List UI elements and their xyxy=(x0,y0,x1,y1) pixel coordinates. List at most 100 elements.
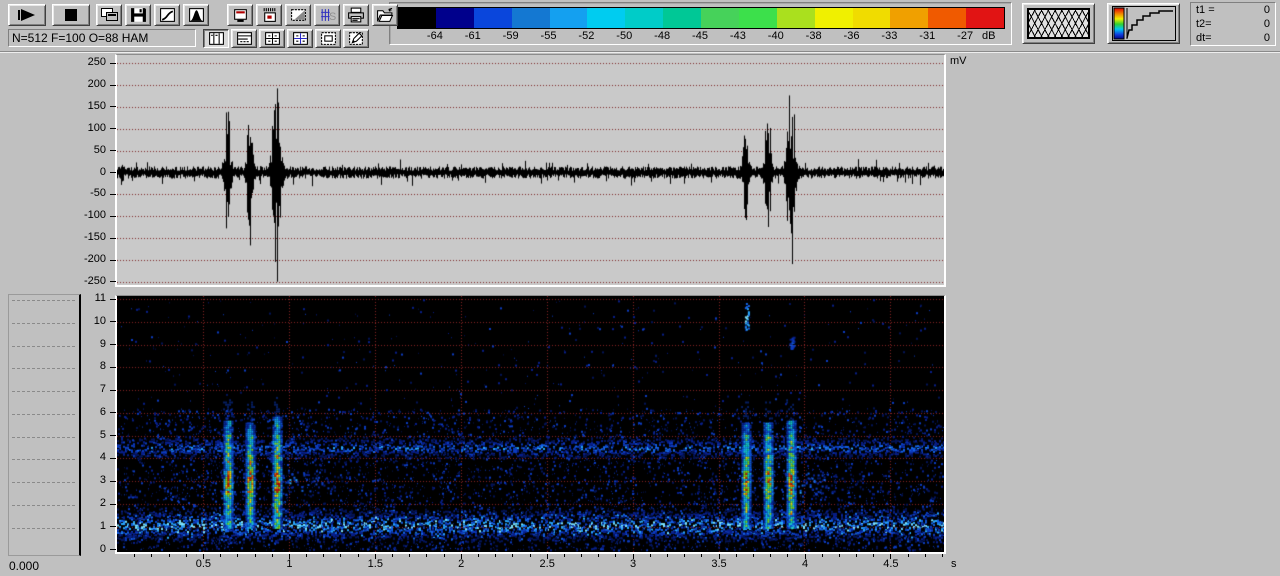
osc-y-label: -250 xyxy=(83,274,106,287)
spec-y-label: 5 xyxy=(99,428,106,441)
time-tick xyxy=(357,554,359,557)
layout-grid-alt-button[interactable] xyxy=(287,29,313,48)
layout-grid-button[interactable] xyxy=(259,29,285,48)
spec-y-tick xyxy=(110,526,116,528)
save-icon xyxy=(130,7,147,23)
spec-y-tick xyxy=(110,412,116,414)
texture-pattern-button[interactable] xyxy=(1022,3,1095,44)
print-button[interactable] xyxy=(343,4,369,26)
selection-fill-icon xyxy=(290,7,307,23)
osc-y-tick xyxy=(110,259,116,261)
osc-y-tick xyxy=(110,150,116,152)
colorbar-segment xyxy=(435,8,474,28)
spec-y-tick xyxy=(110,480,116,482)
spectrum-gridline xyxy=(12,505,75,506)
time-tick xyxy=(684,554,686,557)
spec-y-label: 6 xyxy=(99,405,106,418)
spec-y-label: 11 xyxy=(94,292,106,304)
time-tick xyxy=(151,554,153,557)
play-button[interactable] xyxy=(8,4,46,26)
colorbar-label: -64 xyxy=(426,30,443,42)
time-tick xyxy=(202,554,204,559)
selection-fill-button[interactable] xyxy=(285,4,311,26)
colorbar-label: -45 xyxy=(692,30,708,42)
signal-settings-icon: S xyxy=(319,7,336,23)
display-button[interactable] xyxy=(227,4,253,26)
transfer-curve-icon xyxy=(159,7,176,23)
time-tick xyxy=(890,554,892,559)
colorbar-label: -52 xyxy=(578,30,595,42)
copy-display-button[interactable] xyxy=(96,4,122,26)
transfer-curve-button[interactable] xyxy=(154,4,180,26)
spectrum-settings-button[interactable] xyxy=(256,4,282,26)
analysis-status-text: N=512 F=100 O=88 HAM xyxy=(12,31,149,45)
time-tick xyxy=(581,554,582,557)
spectrum-gridline xyxy=(12,413,75,415)
edit-icon xyxy=(348,31,365,46)
spec-y-label: 9 xyxy=(99,337,106,350)
time-tick xyxy=(821,554,823,557)
open-file-button[interactable] xyxy=(372,4,398,26)
measure-row: t1 = 0 xyxy=(1191,4,1275,17)
layout-rows-button[interactable] xyxy=(231,29,257,48)
window-function-button[interactable] xyxy=(183,4,209,26)
spec-y-tick xyxy=(110,389,116,391)
spectrum-gridline xyxy=(12,436,75,438)
spec-y-tick xyxy=(110,435,116,437)
osc-y-label: 250 xyxy=(87,56,106,69)
spec-y-label: 8 xyxy=(99,360,106,373)
spectrogram-panel xyxy=(115,295,946,554)
oscillogram-unit-label: mV xyxy=(950,55,967,67)
spec-y-tick xyxy=(110,366,116,368)
gradient-curve-icon xyxy=(1111,6,1176,41)
edit-button[interactable] xyxy=(343,29,369,48)
measure-row: t2= 0 xyxy=(1191,18,1275,31)
hatch-pattern-icon xyxy=(1027,8,1090,39)
colorbar-label: -36 xyxy=(843,30,860,42)
colorbar-unit-label: dB xyxy=(982,30,996,42)
colorbar-segment xyxy=(701,8,739,28)
svg-text:S: S xyxy=(329,11,336,23)
osc-y-label: -200 xyxy=(83,253,106,265)
colorbar-segment xyxy=(852,8,891,28)
colorbar-label: -50 xyxy=(616,30,633,42)
osc-y-tick xyxy=(110,193,116,195)
colorbar-label: -43 xyxy=(729,30,746,42)
time-tick xyxy=(254,554,256,557)
colorbar-label: -55 xyxy=(540,30,557,42)
layout-columns-button[interactable] xyxy=(203,29,229,48)
layout-inset-button[interactable] xyxy=(315,29,341,48)
layout-grid-icon xyxy=(264,31,281,46)
spectrogram-display[interactable] xyxy=(117,296,944,552)
cursor-readout: 0.000 xyxy=(9,559,40,573)
time-tick xyxy=(787,554,789,557)
time-tick xyxy=(168,554,170,557)
save-button[interactable] xyxy=(125,4,151,26)
spec-y-tick xyxy=(110,503,116,505)
stop-button[interactable] xyxy=(52,4,90,26)
color-transfer-button[interactable] xyxy=(1107,3,1180,44)
colorbar-label: -38 xyxy=(805,30,822,42)
time-label: 1 xyxy=(286,558,293,570)
oscillogram-display[interactable] xyxy=(117,55,944,285)
spec-y-tick xyxy=(110,321,116,323)
colorbar-label: -31 xyxy=(919,30,936,42)
osc-y-tick xyxy=(110,106,116,108)
window-function-icon xyxy=(188,7,205,23)
spectrum-panel[interactable] xyxy=(8,294,81,556)
spectrum-gridline xyxy=(12,345,75,347)
time-tick xyxy=(495,554,497,557)
colorbar-segment xyxy=(398,8,436,28)
print-icon xyxy=(347,7,365,23)
signal-settings-button[interactable]: S xyxy=(314,4,340,26)
time-tick xyxy=(323,554,325,557)
time-tick xyxy=(924,554,926,557)
time-tick xyxy=(942,554,943,557)
colorbar-segment xyxy=(776,8,815,28)
time-tick xyxy=(392,554,393,557)
time-tick xyxy=(838,554,840,557)
time-tick xyxy=(907,554,909,557)
colorbar-label: -40 xyxy=(767,30,784,42)
time-tick xyxy=(340,554,342,557)
